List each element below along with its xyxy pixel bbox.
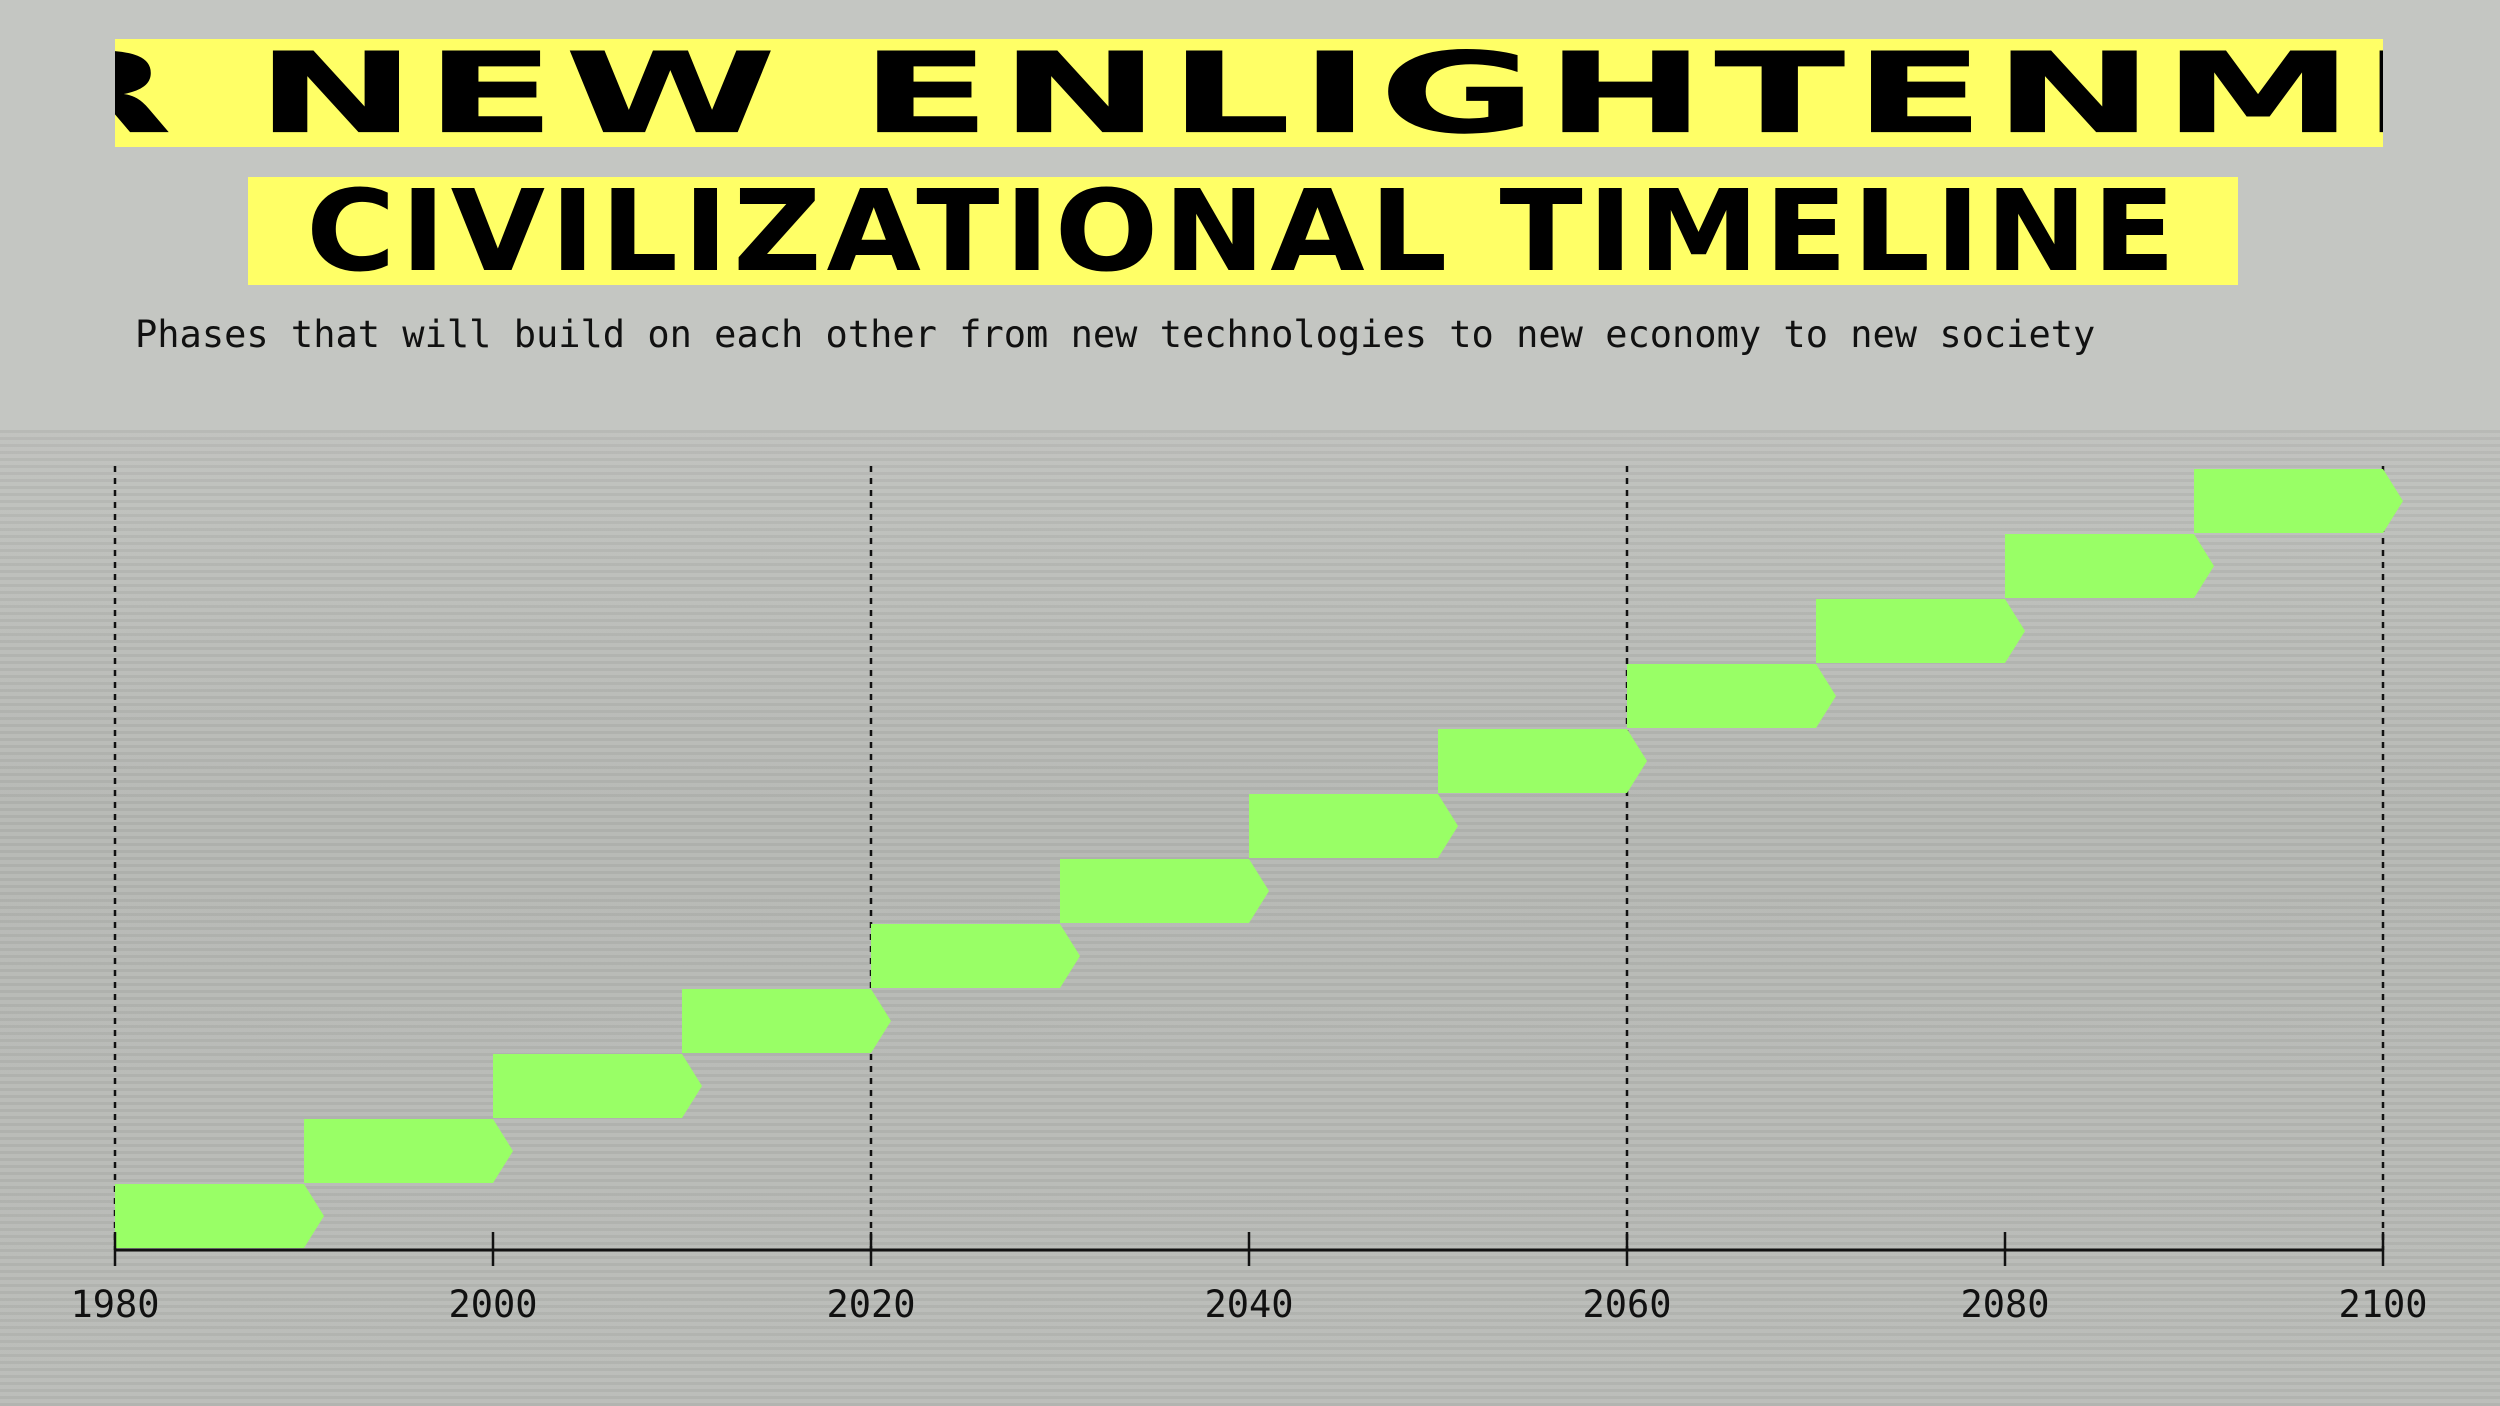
phase-arrow-2030-2040 — [1060, 859, 1269, 923]
x-axis: 1980 2000 2020 2040 2060 2080 2100 — [70, 1232, 2428, 1326]
phase-arrow-2020-2030 — [871, 924, 1080, 988]
x-tick-label-2000: 2000 — [448, 1283, 537, 1326]
x-tick-label-1980: 1980 — [70, 1283, 159, 1326]
phase-arrows — [115, 469, 2403, 1248]
phase-arrow-2000-2010 — [493, 1054, 702, 1118]
title-line-2-text: CIVILIZATIONAL TIMELINE — [305, 177, 2181, 285]
phase-arrow-2090-2100 — [2194, 469, 2403, 533]
dashed-gridlines — [113, 466, 2385, 1250]
phase-arrow-2080-2090 — [2005, 534, 2214, 598]
title-line-1-text: OUR NEW ENLIGHTENMENT — [115, 39, 2383, 147]
phase-arrow-1980-1990 — [115, 1184, 324, 1248]
phase-arrow-2040-2050 — [1249, 794, 1458, 858]
phase-arrow-2050-2060 — [1438, 729, 1647, 793]
title-line-2: CIVILIZATIONAL TIMELINE — [248, 177, 2238, 285]
x-tick-label-2020: 2020 — [826, 1283, 915, 1326]
x-tick-label-2040: 2040 — [1204, 1283, 1293, 1326]
x-tick-label-2080: 2080 — [1960, 1283, 2049, 1326]
phase-arrow-1990-2000 — [304, 1119, 513, 1183]
title-line-1: OUR NEW ENLIGHTENMENT — [115, 39, 2383, 147]
phase-arrow-2010-2020 — [682, 989, 891, 1053]
subtitle: Phases that will build on each other fro… — [135, 313, 2096, 356]
x-tick-label-2100: 2100 — [2338, 1283, 2427, 1326]
phase-arrow-2060-2070 — [1627, 664, 1836, 728]
phase-arrow-2070-2080 — [1816, 599, 2025, 663]
x-tick-label-2060: 2060 — [1582, 1283, 1671, 1326]
